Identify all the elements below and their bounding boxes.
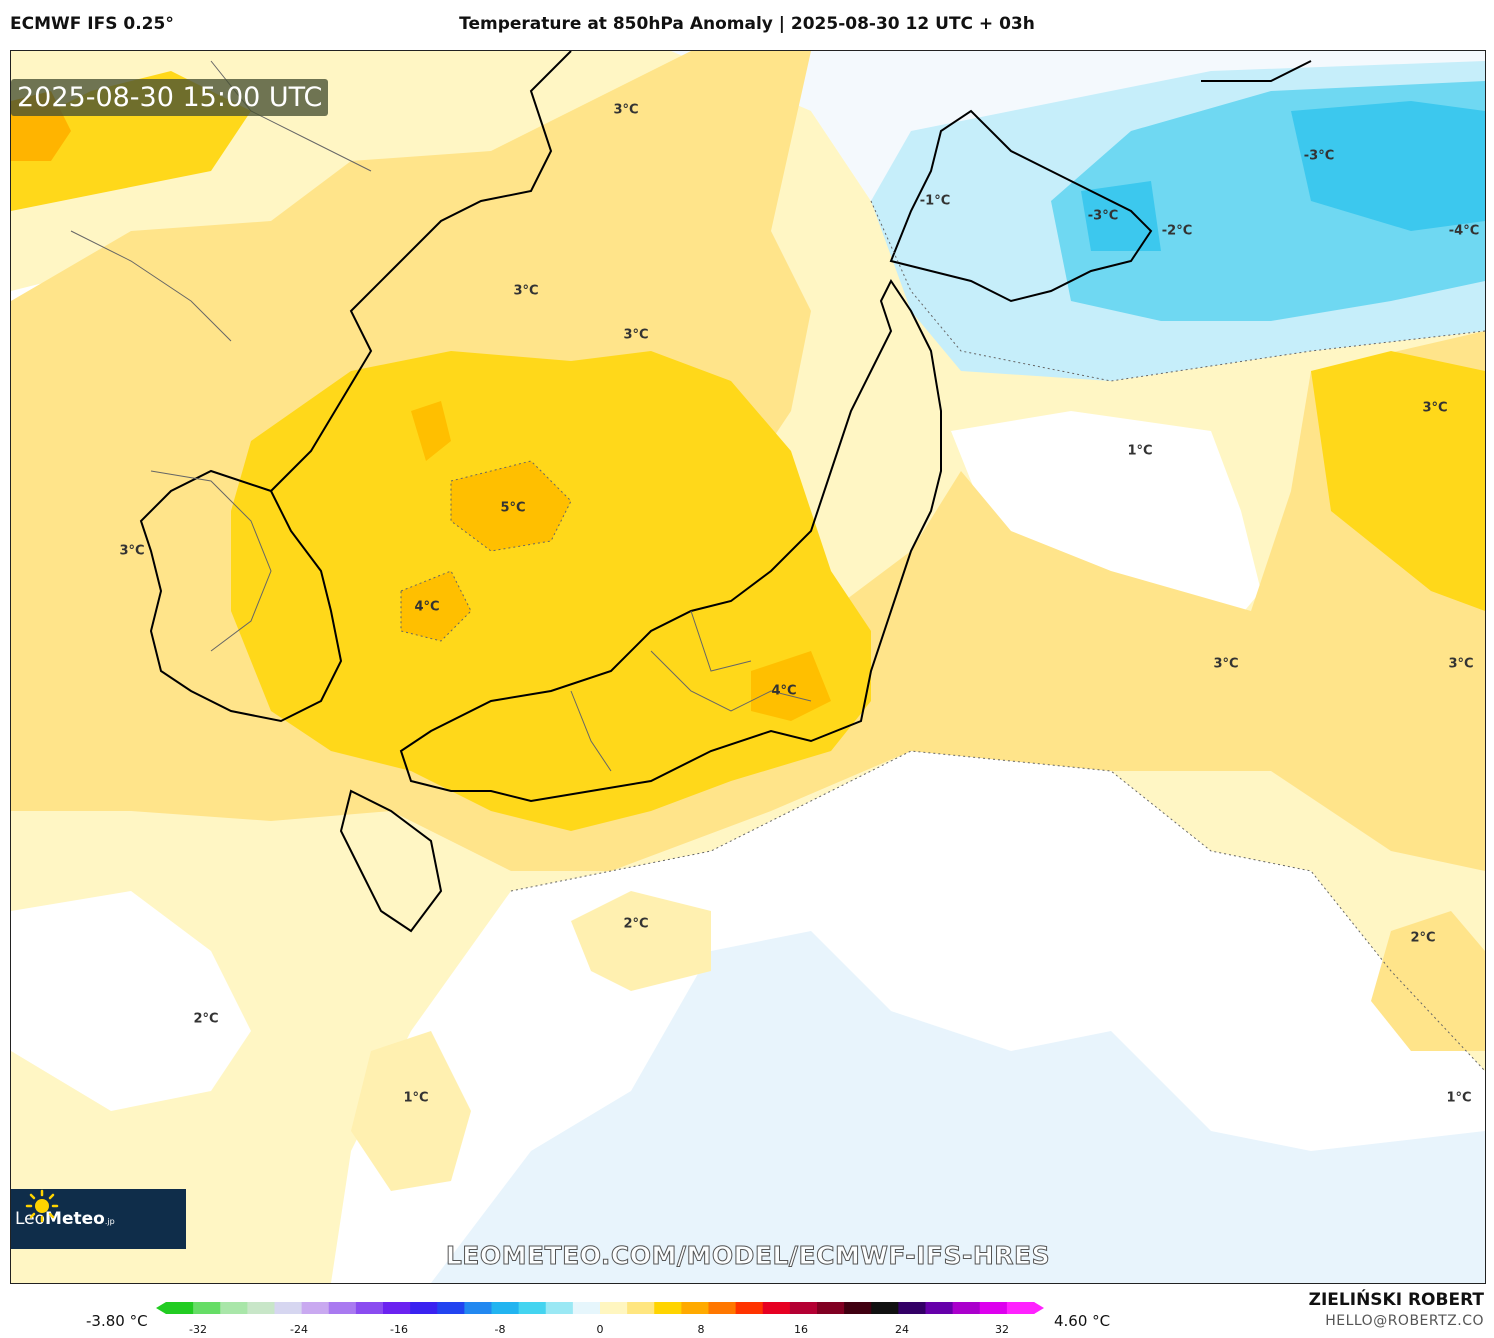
- colorbar-tick: 16: [794, 1323, 808, 1336]
- colorbar: [156, 1302, 1044, 1314]
- iso-label: 1°C: [1127, 443, 1153, 459]
- anomaly-area-3c: [231, 351, 871, 831]
- colorbar-segment: [355, 1302, 384, 1314]
- iso-label: 5°C: [500, 500, 526, 516]
- logo-text: LeoMeteo.jp: [15, 1209, 115, 1229]
- anomaly-area-2c-sw: [351, 1031, 471, 1191]
- iso-label: 3°C: [613, 102, 639, 118]
- colorbar-segment: [627, 1302, 655, 1314]
- anomaly-area-4c-d: [751, 651, 831, 721]
- anomaly-area-4c-a: [451, 461, 571, 551]
- colorbar-segment: [762, 1302, 791, 1314]
- colorbar-tick: -32: [189, 1323, 207, 1336]
- colorbar-tick: -8: [494, 1323, 506, 1336]
- colorbar-segment: [844, 1302, 872, 1314]
- colorbar-segment: [301, 1302, 330, 1314]
- colorbar-segment: [193, 1302, 221, 1314]
- colorbar-segment: [925, 1302, 954, 1314]
- anomaly-area-neg3c-b: [1081, 181, 1161, 251]
- iso-label: -1°C: [919, 193, 951, 209]
- valid-time-badge: 2025-08-30 15:00 UTC: [11, 79, 329, 116]
- anomaly-area-2c-s: [571, 891, 711, 991]
- map-frame: 2025-08-30 15:00 UTC 3°C -1°C -3°C -3°C …: [10, 50, 1486, 1284]
- zero-contours: [400, 200, 1485, 1072]
- colorbar-segment: [654, 1302, 682, 1314]
- colorbar-segment: [572, 1302, 601, 1314]
- iso-label: 3°C: [623, 327, 649, 343]
- iso-label: 3°C: [119, 543, 145, 559]
- iso-label: 4°C: [414, 599, 440, 615]
- iso-label: 1°C: [1446, 1090, 1472, 1106]
- colorbar-segment: [871, 1302, 899, 1314]
- colorbar-segments: [156, 1302, 1044, 1314]
- colorbar-max-label: 4.60 °C: [1054, 1312, 1111, 1330]
- watermark-url: LEOMETEO.COM/MODEL/ECMWF-IFS-HRES: [445, 1241, 1051, 1271]
- coastlines: [139, 51, 1312, 933]
- colorbar-segment: [274, 1302, 303, 1314]
- colorbar-segment: [898, 1302, 926, 1314]
- colorbar-tick: 0: [596, 1323, 604, 1336]
- colorbar-segment: [545, 1302, 574, 1314]
- colorbar-segment: [437, 1302, 465, 1314]
- colorbar-segment: [247, 1302, 275, 1314]
- colorbar-tick: -16: [390, 1323, 408, 1336]
- colorbar-segment: [708, 1302, 737, 1314]
- anomaly-area-4c-b: [401, 571, 471, 641]
- anomaly-map: [11, 51, 1485, 1283]
- anomaly-area-neg3c: [1291, 101, 1485, 231]
- colorbar-min-label: -3.80 °C: [86, 1312, 148, 1330]
- iso-label: 2°C: [623, 916, 649, 932]
- leometeo-logo[interactable]: LeoMeteo.jp: [11, 1189, 186, 1249]
- colorbar-segment: [735, 1302, 764, 1314]
- colorbar-segment: [491, 1302, 520, 1314]
- colorbar-segment: [220, 1302, 248, 1314]
- colorbar-segment: [464, 1302, 492, 1314]
- anomaly-area-3c-east: [1311, 351, 1485, 611]
- iso-label: 4°C: [771, 683, 797, 699]
- colorbar-segment: [166, 1302, 194, 1314]
- iso-label: 1°C: [403, 1090, 429, 1106]
- colorbar-segment: [410, 1302, 438, 1314]
- iso-label: -4°C: [1448, 223, 1480, 239]
- iso-label: 2°C: [193, 1011, 219, 1027]
- admin-borders: [70, 60, 812, 772]
- iso-label: -3°C: [1303, 148, 1335, 164]
- anomaly-area-0c-sw: [11, 891, 251, 1111]
- author-name: ZIELIŃSKI ROBERT: [1308, 1290, 1484, 1310]
- iso-label: -2°C: [1161, 223, 1193, 239]
- map-title: Temperature at 850hPa Anomaly | 2025-08-…: [459, 14, 1035, 34]
- colorbar-segment: [952, 1302, 981, 1314]
- iso-label: 3°C: [513, 283, 539, 299]
- model-name: ECMWF IFS 0.25°: [10, 14, 174, 34]
- colorbar-segment: [383, 1302, 411, 1314]
- colorbar-tick: 24: [895, 1323, 909, 1336]
- anomaly-area-2c-se: [1371, 911, 1485, 1051]
- colorbar-segment: [789, 1302, 818, 1314]
- colorbar-max-arrow: [1034, 1302, 1044, 1314]
- iso-label: 3°C: [1422, 400, 1448, 416]
- colorbar-tick: 32: [995, 1323, 1009, 1336]
- iso-label: -3°C: [1087, 208, 1119, 224]
- colorbar-segment: [600, 1302, 628, 1314]
- colorbar-tick: 8: [697, 1323, 705, 1336]
- colorbar-tick: -24: [290, 1323, 308, 1336]
- colorbar-min-arrow: [156, 1302, 166, 1314]
- colorbar-segment: [979, 1302, 1008, 1314]
- iso-label: 2°C: [1410, 930, 1436, 946]
- colorbar-segment: [817, 1302, 845, 1314]
- iso-label: 3°C: [1448, 656, 1474, 672]
- anomaly-area-neg0c-south: [431, 931, 1485, 1283]
- sun-icon: [25, 1189, 59, 1223]
- colorbar-segment: [328, 1302, 357, 1314]
- colorbar-segment: [681, 1302, 709, 1314]
- author-email[interactable]: HELLO@ROBERTZ.CO: [1325, 1313, 1484, 1329]
- colorbar-segment: [1006, 1302, 1035, 1314]
- anomaly-area-4c-c: [411, 401, 451, 461]
- iso-label: 3°C: [1213, 656, 1239, 672]
- anomaly-area-0c-ne: [951, 411, 1261, 651]
- colorbar-segment: [518, 1302, 547, 1314]
